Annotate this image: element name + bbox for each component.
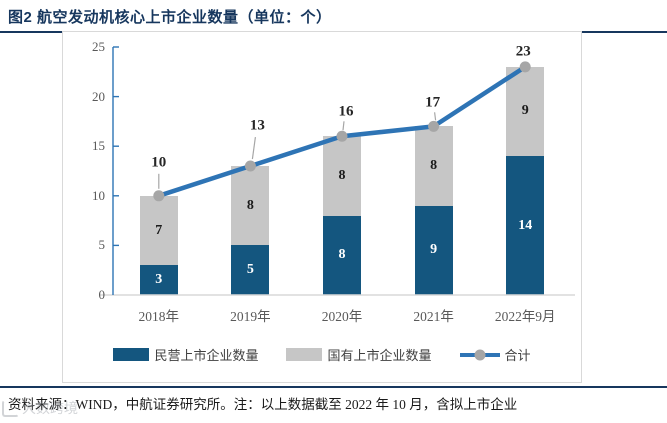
x-tick-label: 2020年	[321, 309, 363, 324]
x-tick-label: 2021年	[413, 309, 454, 324]
total-value: 10	[151, 154, 167, 171]
label-leader-line	[251, 136, 256, 160]
bar-state-value: 8	[430, 158, 438, 174]
total-value: 16	[338, 103, 354, 120]
x-tick-label: 2018年	[138, 309, 180, 324]
legend-swatch-private-icon	[113, 348, 150, 361]
bar-private	[231, 245, 270, 295]
x-tick-label: 2019年	[230, 309, 271, 324]
legend-line-marker-icon	[459, 349, 500, 360]
bar-state	[139, 195, 178, 266]
bar-private-value: 8	[338, 247, 346, 263]
bar-private	[139, 265, 178, 295]
y-tick-label: 20	[92, 88, 105, 104]
bar-private	[414, 205, 453, 295]
bar-private-value: 5	[246, 262, 254, 278]
y-tick-label: 0	[98, 287, 106, 302]
bar-state-value: 8	[246, 197, 254, 213]
bar-state-value: 9	[521, 103, 529, 119]
legend-label-total: 合计	[504, 348, 531, 363]
chart-panel: 0 5 10 15 20 25 2018年 2019年 2020年 2021年 2022年9月 3 7 1…	[62, 31, 582, 383]
total-value: 13	[249, 117, 265, 134]
bar-private	[323, 215, 361, 295]
bar-private-value: 9	[430, 242, 438, 258]
legend-label-state: 国有上市企业数量	[327, 348, 432, 363]
x-tick-label: 2022年9月	[494, 309, 556, 324]
legend: 民营上市企业数量 国有上市企业数量 合计	[63, 345, 581, 364]
y-tick-label: 5	[98, 237, 106, 253]
bar-state-value: 8	[338, 167, 346, 183]
legend-item-private[interactable]: 民营上市企业数量	[113, 345, 258, 364]
bar-state-value: 7	[155, 222, 163, 238]
legend-item-state[interactable]: 国有上市企业数量	[286, 345, 432, 364]
source-note: 资料来源：WIND，中航证券研究所。注：以上数据截至 2022 年 10 月，含…	[8, 397, 518, 412]
y-tick-label: 15	[92, 138, 105, 154]
label-leader-line	[342, 121, 345, 131]
y-tick-label: 10	[92, 187, 105, 203]
legend-swatch-state-icon	[286, 348, 323, 361]
legend-dot-icon	[474, 349, 485, 360]
label-leader-line	[434, 112, 437, 121]
figure-title: 图2 航空发动机核心上市企业数量（单位：个）	[8, 9, 332, 26]
total-value: 17	[425, 94, 441, 111]
legend-label-private: 民营上市企业数量	[154, 348, 259, 363]
total-value: 23	[515, 43, 531, 60]
bar-private-value: 14	[518, 217, 533, 233]
legend-item-total[interactable]: 合计	[459, 345, 531, 364]
bar-private-value: 3	[155, 272, 163, 288]
footer-divider	[0, 386, 667, 388]
y-tick-label: 25	[92, 39, 105, 54]
